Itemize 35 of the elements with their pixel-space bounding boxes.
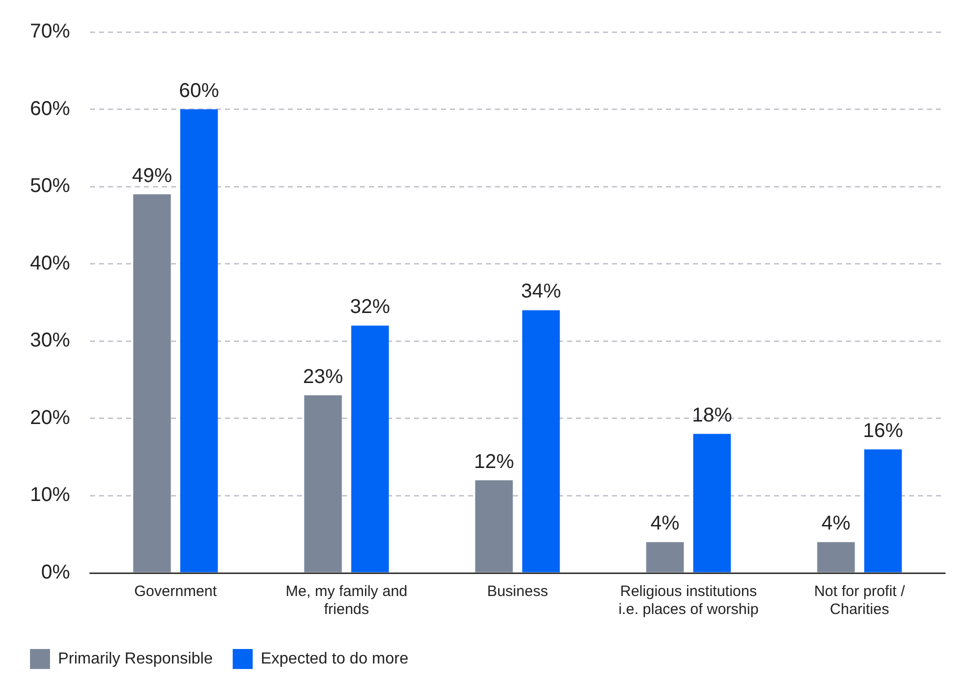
bar bbox=[646, 542, 684, 572]
legend-label: Expected to do more bbox=[260, 650, 408, 668]
y-tick-label: 70% bbox=[30, 20, 70, 43]
data-label: 4% bbox=[822, 512, 851, 535]
y-tick-label: 20% bbox=[30, 406, 70, 429]
data-label: 16% bbox=[863, 420, 904, 442]
x-tick-label: Government bbox=[134, 583, 218, 600]
y-tick-label: 60% bbox=[30, 98, 70, 120]
x-tick-label: Business bbox=[487, 583, 548, 600]
bar bbox=[304, 395, 342, 572]
bar bbox=[864, 449, 902, 572]
bar bbox=[351, 326, 389, 572]
y-tick-label: 30% bbox=[30, 330, 70, 352]
data-label: 4% bbox=[650, 512, 680, 535]
bar bbox=[522, 310, 560, 572]
data-label: 23% bbox=[302, 366, 344, 388]
legend-label: Primarily Responsible bbox=[58, 650, 213, 668]
data-label: 18% bbox=[692, 404, 732, 426]
y-tick-label: 0% bbox=[41, 562, 70, 584]
x-tick-label: Me, my family and friends bbox=[286, 583, 408, 618]
bar bbox=[693, 434, 731, 572]
y-tick-label: 10% bbox=[30, 484, 70, 506]
x-tick-label: Religious institutions i.e. places of worship bbox=[618, 583, 759, 618]
data-label: 12% bbox=[474, 450, 514, 473]
data-label: 34% bbox=[521, 280, 562, 303]
y-tick-label: 50% bbox=[30, 175, 70, 198]
bar bbox=[133, 194, 171, 572]
x-tick-label: Not for profit / Charities bbox=[814, 583, 906, 618]
y-tick-label: 40% bbox=[30, 252, 70, 274]
bar bbox=[475, 480, 513, 572]
data-label: 32% bbox=[350, 296, 390, 318]
data-label: 60% bbox=[179, 80, 220, 102]
data-label: 49% bbox=[132, 164, 172, 187]
bar bbox=[817, 542, 855, 572]
bar bbox=[180, 109, 218, 572]
